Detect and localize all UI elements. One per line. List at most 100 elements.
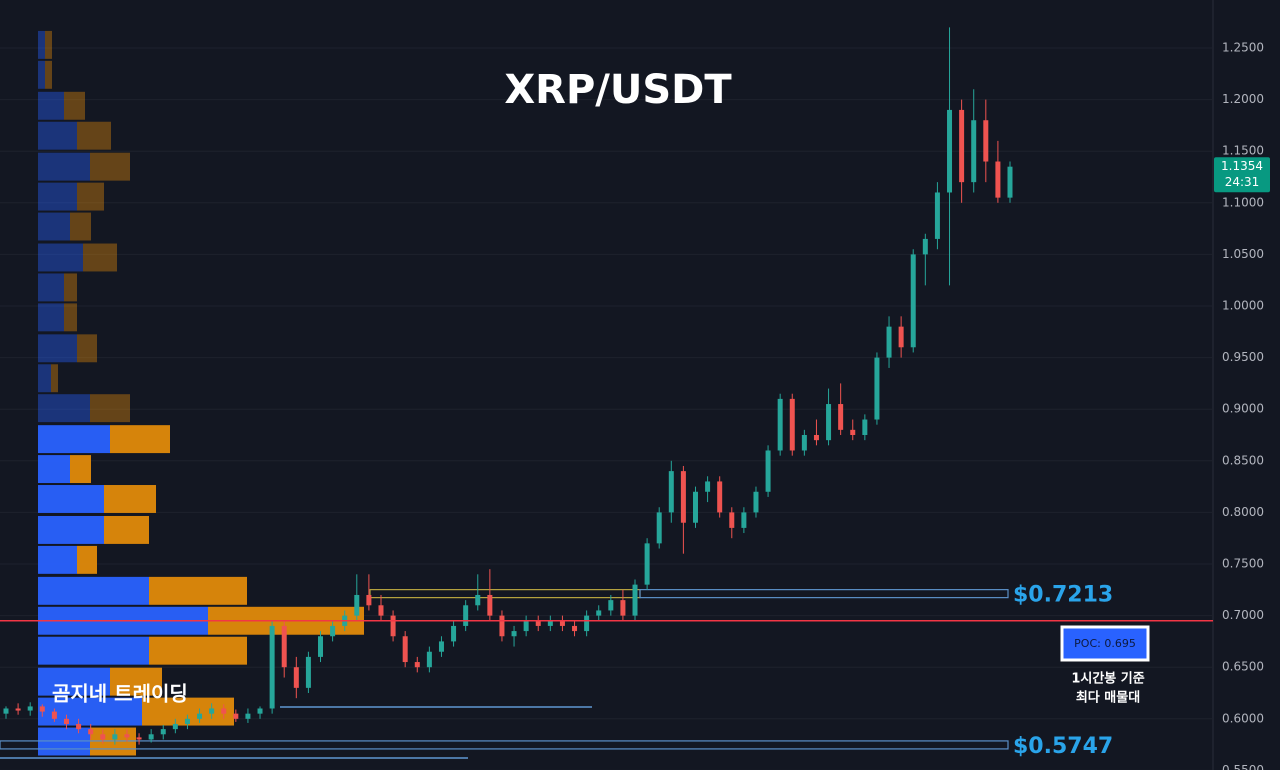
profile-buy	[38, 182, 77, 211]
profile-sell	[77, 334, 97, 363]
candle-body	[826, 404, 832, 441]
candle-body	[76, 723, 82, 730]
candle-body	[910, 254, 916, 348]
candle-body	[63, 718, 69, 724]
candle-body	[559, 620, 565, 626]
candle-body	[124, 734, 130, 738]
candle-body	[39, 706, 45, 712]
profile-buy	[38, 334, 77, 363]
candle-body	[547, 620, 553, 626]
candle-body	[426, 651, 432, 668]
candle-body	[729, 512, 735, 528]
profile-buy	[38, 273, 64, 302]
y-tick-label: 0.7500	[1222, 557, 1264, 571]
last-price: 1.1354	[1221, 159, 1263, 173]
watermark: 곰지네 트레이딩	[52, 682, 188, 706]
profile-buy	[38, 303, 64, 332]
candle-body	[801, 435, 807, 451]
candle-body	[680, 471, 686, 523]
profile-sell	[110, 667, 162, 696]
candle-body	[366, 594, 372, 606]
y-tick-label: 1.0500	[1222, 247, 1264, 261]
candle-body	[148, 734, 154, 740]
candle-body	[971, 120, 977, 183]
profile-buy	[38, 485, 104, 513]
candle-body	[233, 713, 239, 719]
candle-body	[922, 238, 928, 255]
candle-body	[378, 605, 384, 616]
candle-body	[886, 326, 892, 358]
profile-buy	[38, 636, 149, 665]
profile-buy	[38, 667, 110, 696]
candle-body	[656, 512, 662, 544]
candle-body	[305, 656, 311, 688]
profile-sell	[77, 121, 111, 150]
candle-body	[160, 729, 166, 735]
candle-body	[789, 398, 795, 451]
profile-sell	[64, 91, 85, 120]
y-tick-label: 1.1500	[1222, 144, 1264, 158]
candle-body	[136, 737, 142, 740]
candle-body	[668, 471, 674, 513]
poc-box	[1060, 625, 1150, 662]
candle-body	[777, 398, 783, 451]
candle-body	[511, 631, 517, 637]
candle-body	[269, 625, 275, 709]
y-tick-label: 1.0000	[1222, 298, 1264, 312]
candle-body	[257, 708, 263, 714]
poc-note: 1시간봉 기준	[1071, 671, 1144, 687]
candle-body	[995, 161, 1001, 198]
candle-body	[281, 625, 287, 668]
profile-buy	[38, 425, 110, 454]
candle-body	[983, 120, 989, 162]
candle-body	[874, 357, 880, 420]
poc-note: 최다 매물대	[1076, 690, 1140, 706]
candle-body	[1007, 166, 1013, 198]
profile-sell	[149, 636, 247, 665]
y-tick-label: 0.9500	[1222, 350, 1264, 364]
candle-body	[3, 708, 9, 714]
profile-buy	[38, 121, 77, 150]
candle-body	[620, 600, 626, 616]
candle-body	[293, 667, 299, 688]
candle-body	[209, 708, 215, 714]
profile-buy	[38, 364, 51, 393]
candle-body	[475, 594, 481, 606]
y-tick-label: 1.2500	[1222, 40, 1264, 54]
profile-buy	[38, 152, 90, 181]
profile-buy	[38, 243, 83, 272]
candle-body	[535, 620, 541, 626]
candle-body	[463, 605, 469, 626]
candle-body	[596, 610, 602, 616]
candle-body	[644, 543, 650, 585]
profile-buy	[38, 30, 45, 59]
poc-label: POC: 0.695	[1074, 637, 1136, 650]
candle-body	[499, 615, 505, 637]
profile-buy	[38, 455, 70, 484]
candle-body	[947, 109, 953, 193]
profile-buy	[38, 576, 149, 605]
profile-buy	[38, 212, 70, 241]
candle-body	[741, 512, 747, 528]
profile-sell	[64, 303, 77, 332]
candle-body	[15, 708, 21, 711]
candle-body	[898, 326, 904, 348]
candle-body	[451, 625, 457, 642]
profile-sell	[90, 152, 130, 181]
y-tick-label: 0.7000	[1222, 608, 1264, 622]
y-tick-label: 0.9000	[1222, 402, 1264, 416]
candle-body	[27, 706, 33, 711]
profile-sell	[51, 364, 58, 393]
y-tick-label: 0.8500	[1222, 453, 1264, 467]
profile-buy	[38, 91, 64, 120]
profile-sell	[45, 30, 52, 59]
y-tick-label: 0.5500	[1222, 763, 1264, 770]
profile-sell	[70, 212, 91, 241]
candle-body	[959, 109, 965, 183]
candle-body	[584, 615, 590, 632]
candle-body	[197, 713, 203, 719]
chart-title: XRP/USDT	[504, 67, 732, 113]
y-tick-label: 0.6000	[1222, 711, 1264, 725]
candle-body	[354, 594, 360, 616]
level-label: $0.5747	[1013, 734, 1113, 759]
